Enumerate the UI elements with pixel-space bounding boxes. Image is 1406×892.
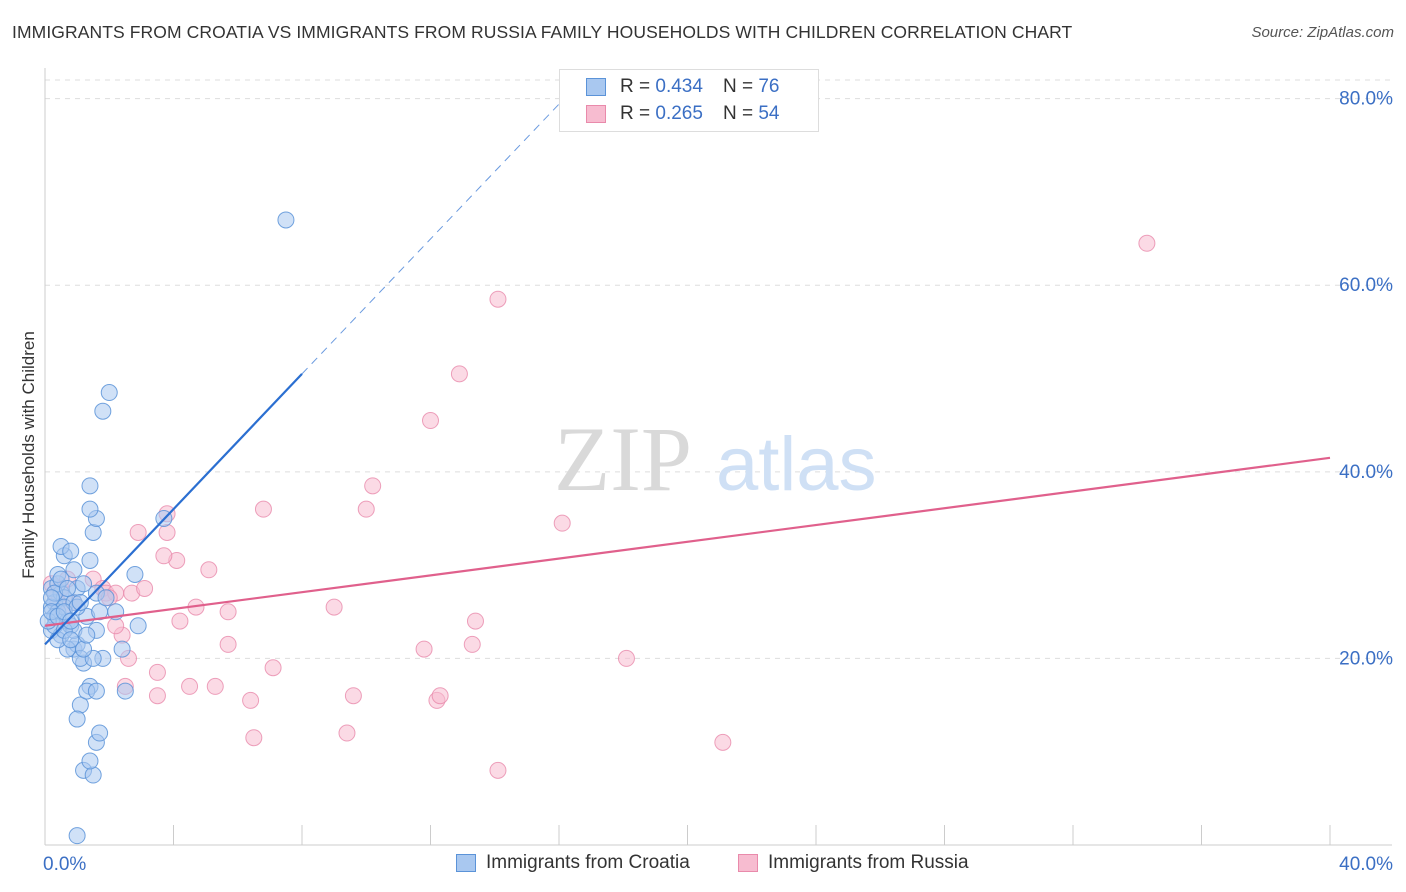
croatia-point: [65, 561, 83, 579]
r-value-croatia: 0.434: [655, 76, 703, 97]
watermark: ZIP atlas: [554, 408, 877, 510]
russia-point: [136, 579, 154, 597]
croatia-point: [71, 593, 89, 611]
croatia-legend-swatch: [456, 854, 476, 872]
croatia-trend-line: [44, 373, 303, 646]
croatia-point: [81, 551, 99, 569]
croatia-point: [81, 500, 99, 518]
russia-point: [254, 500, 272, 518]
russia-legend-swatch: [738, 854, 758, 872]
russia-point: [206, 677, 224, 695]
n-label: N =: [722, 76, 754, 97]
croatia-point: [68, 827, 86, 845]
russia-point: [489, 761, 507, 779]
russia-point: [617, 649, 635, 667]
y-tick-label: 80.0%: [1339, 89, 1393, 110]
bottom-legend-croatia: Immigrants from Croatia: [456, 852, 690, 874]
russia-point: [357, 500, 375, 518]
russia-point: [431, 687, 449, 705]
russia-point: [338, 724, 356, 742]
croatia-point: [91, 724, 109, 742]
croatia-point: [91, 603, 109, 621]
russia-point: [148, 663, 166, 681]
russia-point: [148, 687, 166, 705]
russia-point: [264, 659, 282, 677]
russia-point: [415, 640, 433, 658]
croatia-point: [100, 384, 118, 402]
russia-point: [364, 477, 382, 495]
croatia-point: [87, 682, 105, 700]
y-tick-label: 60.0%: [1339, 275, 1393, 296]
croatia-point: [126, 565, 144, 583]
r-value-russia: 0.265: [655, 103, 703, 124]
russia-point: [155, 547, 173, 565]
croatia-point: [84, 523, 102, 541]
russia-point: [344, 687, 362, 705]
russia-point: [219, 635, 237, 653]
russia-swatch: [586, 105, 606, 123]
stats-legend: R = 0.434 N = 76 R = 0.265 N = 54: [559, 69, 819, 132]
russia-point: [219, 603, 237, 621]
y-tick-label: 20.0%: [1339, 648, 1393, 669]
y-tick-labels: 20.0% 40.0% 60.0% 80.0%: [1339, 89, 1393, 670]
russia-point: [466, 612, 484, 630]
x-tick-labels: 0.0% 40.0%: [43, 854, 1393, 875]
russia-point: [325, 598, 343, 616]
russia-point: [242, 691, 260, 709]
croatia-legend-label: Immigrants from Croatia: [486, 852, 690, 873]
croatia-point: [116, 682, 134, 700]
russia-point: [553, 514, 571, 532]
legend-row-croatia: R = 0.434 N = 76: [586, 74, 779, 100]
croatia-point: [113, 640, 131, 658]
axes: [44, 68, 1392, 846]
russia-point: [200, 561, 218, 579]
croatia-point: [62, 542, 80, 560]
croatia-point: [277, 211, 295, 229]
bottom-legend-russia: Immigrants from Russia: [738, 852, 969, 874]
y-tick-label: 40.0%: [1339, 462, 1393, 483]
russia-point: [129, 523, 147, 541]
russia-point: [1138, 234, 1156, 252]
croatia-point: [78, 626, 96, 644]
y-axis-label: Family Households with Children: [19, 331, 38, 579]
n-value-croatia: 76: [758, 76, 780, 97]
russia-point: [245, 729, 263, 747]
russia-legend-label: Immigrants from Russia: [768, 852, 969, 873]
russia-point: [450, 365, 468, 383]
croatia-point: [84, 766, 102, 784]
x-tick-label-min: 0.0%: [43, 854, 86, 875]
croatia-point: [68, 710, 86, 728]
croatia-point: [62, 631, 80, 649]
r-label: R =: [620, 76, 651, 97]
croatia-trend-extension: [301, 93, 569, 375]
croatia-point: [75, 575, 93, 593]
russia-point: [489, 290, 507, 308]
russia-trend-line: [44, 456, 1331, 627]
grid-lines: [45, 79, 1392, 659]
russia-point: [463, 635, 481, 653]
russia-point: [181, 677, 199, 695]
russia-point: [171, 612, 189, 630]
croatia-point: [97, 589, 115, 607]
x-tick-label-max: 40.0%: [1339, 854, 1393, 875]
croatia-point: [81, 752, 99, 770]
source-credit: Source: ZipAtlas.com: [1251, 24, 1394, 41]
russia-point: [714, 733, 732, 751]
r-label: R =: [620, 103, 651, 124]
russia-point: [422, 412, 439, 430]
n-label: N =: [722, 103, 754, 124]
n-value-russia: 54: [758, 103, 780, 124]
croatia-point: [58, 579, 76, 597]
croatia-swatch: [586, 78, 606, 96]
watermark-zip: ZIP: [554, 408, 692, 510]
croatia-point: [94, 402, 112, 420]
chart-title: IMMIGRANTS FROM CROATIA VS IMMIGRANTS FR…: [12, 22, 1073, 42]
legend-row-russia: R = 0.265 N = 54: [586, 101, 779, 127]
croatia-point: [81, 477, 99, 495]
russia-point: [158, 523, 176, 541]
watermark-atlas: atlas: [716, 422, 877, 507]
croatia-point: [129, 617, 147, 635]
trend-lines: [44, 93, 1331, 646]
